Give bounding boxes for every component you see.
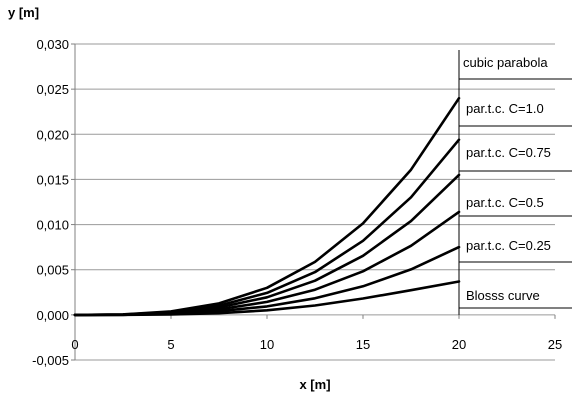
y-tick-label: 0,015 [36, 172, 69, 187]
legend-label-3: par.t.c. C=0.5 [466, 195, 544, 210]
y-tick-label: 0,005 [36, 263, 69, 278]
x-tick-label: 10 [260, 337, 274, 352]
legend-label-5: Blosss curve [466, 288, 540, 303]
x-tick-label: 0 [71, 337, 78, 352]
y-axis-title: y [m] [8, 5, 39, 20]
x-tick-label: 20 [452, 337, 466, 352]
y-tick-label: 0,020 [36, 127, 69, 142]
legend-label-4: par.t.c. C=0.25 [466, 238, 551, 253]
legend-label-2: par.t.c. C=0.75 [466, 145, 551, 160]
x-tick-label: 5 [167, 337, 174, 352]
legend: cubic parabola par.t.c. C=1.0 par.t.c. C=0… [459, 50, 572, 315]
y-tick-label: 0,010 [36, 218, 69, 233]
y-tick-label: 0,025 [36, 82, 69, 97]
x-tick-label: 15 [356, 337, 370, 352]
legend-label-0: cubic parabola [463, 55, 548, 70]
y-tick-label: 0,000 [36, 308, 69, 323]
series-lines [75, 98, 459, 315]
x-axis-title: x [m] [299, 377, 330, 392]
y-tick-label: -0,005 [32, 353, 69, 368]
x-tick-label: 25 [548, 337, 562, 352]
y-tick-label: 0,030 [36, 37, 69, 52]
series-line-4 [75, 247, 459, 315]
legend-label-1: par.t.c. C=1.0 [466, 101, 544, 116]
